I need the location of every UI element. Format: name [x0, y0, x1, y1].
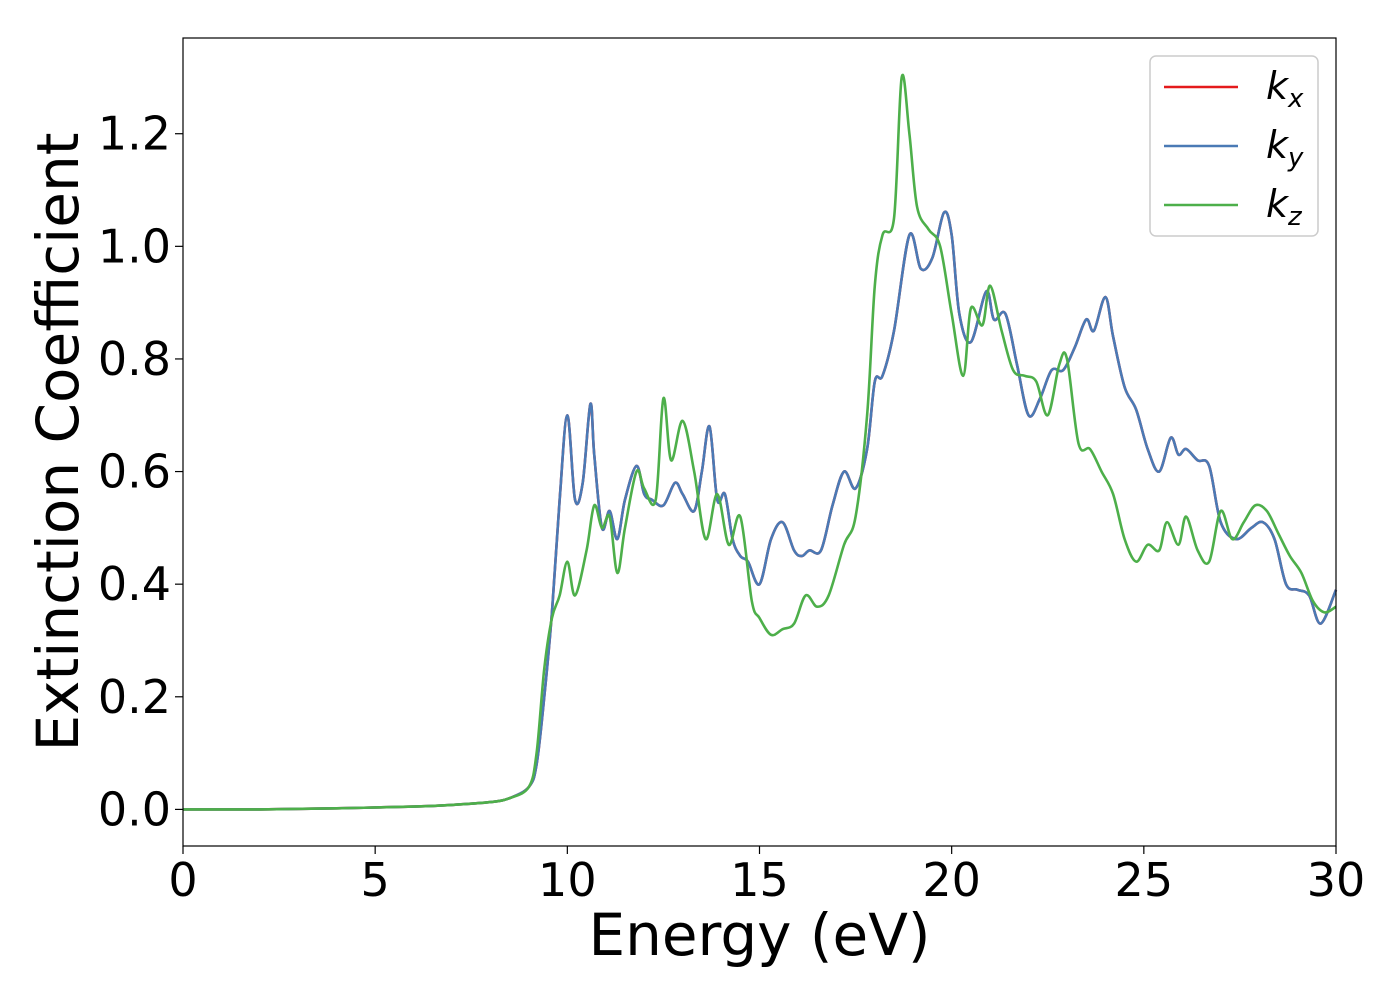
y-tick-label: 0.0: [98, 782, 171, 836]
x-tick-label: 0: [168, 853, 197, 907]
series-line-z: [182, 73, 1337, 811]
y-axis-label: Extinction Coefficient: [24, 133, 92, 752]
y-axis-ticks: 0.0 0.2 0.4 0.6 0.8 1.0 1.2: [98, 107, 183, 836]
legend-label-x: kx: [1266, 64, 1304, 114]
x-axis-label: Energy (eV): [588, 901, 930, 969]
x-tick-label: 5: [361, 853, 390, 907]
x-tick-label: 25: [1115, 853, 1174, 907]
x-tick-label: 30: [1307, 853, 1366, 907]
series-line-y: [182, 210, 1338, 811]
x-tick-label: 20: [922, 853, 981, 907]
legend-label-z: kz: [1266, 182, 1303, 232]
y-tick-label: 0.4: [98, 557, 171, 611]
x-axis-ticks: 0 5 10 15 20 25 30: [168, 846, 1365, 907]
y-tick-label: 1.0: [98, 219, 171, 273]
series-layer: [182, 73, 1338, 811]
y-tick-label: 0.8: [98, 332, 171, 386]
y-tick-label: 0.2: [98, 670, 171, 724]
legend-items: kx ky kz: [1164, 64, 1304, 232]
x-tick-label: 15: [730, 853, 789, 907]
y-tick-label: 0.6: [98, 445, 171, 499]
legend: kx ky kz: [1149, 55, 1319, 237]
x-tick-label: 10: [538, 853, 597, 907]
plot-background: [183, 38, 1336, 846]
legend-label-y: ky: [1266, 123, 1304, 173]
y-tick-label: 1.2: [98, 107, 171, 161]
